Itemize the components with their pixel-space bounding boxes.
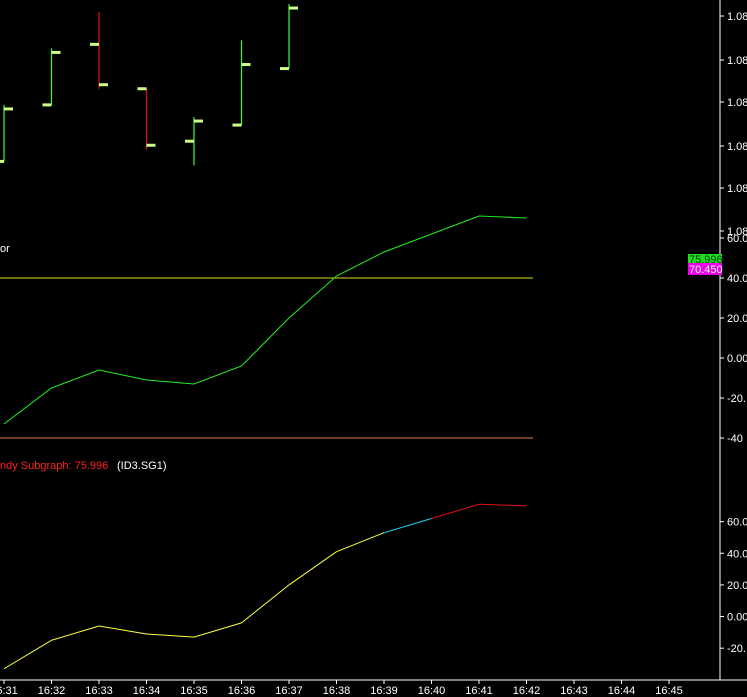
- price-axis-label: 1.08: [727, 141, 747, 153]
- subgraph-pane: [3, 503, 527, 670]
- time-axis-label: 16:44: [608, 685, 636, 697]
- subgraph-series-segment: [336, 532, 385, 553]
- oscillator-axis-label: 60.0: [727, 233, 747, 245]
- time-axis-label: 16:39: [370, 685, 398, 697]
- price-axis-label: 1.08: [727, 97, 747, 109]
- time-axis-label: 16:43: [560, 685, 588, 697]
- subgraph-id-label: (ID3.SG1): [117, 460, 167, 472]
- subgraph-series-segment: [3, 639, 52, 670]
- subgraph-axis-label: 40.0: [727, 548, 747, 560]
- price-axis-label: 1.08: [727, 55, 747, 67]
- time-axis-label: 16:32: [38, 685, 66, 697]
- oscillator-axis-label: 40.0: [727, 273, 747, 285]
- subgraph-series-segment: [51, 625, 100, 641]
- oscillator-title: or: [0, 243, 10, 255]
- time-axis-label: 16:40: [418, 685, 446, 697]
- time-axis-label: 16:41: [465, 685, 493, 697]
- subgraph-series-segment: [98, 625, 147, 635]
- value-badge-magenta: [688, 263, 722, 275]
- price-axis-label: 1.08: [727, 226, 747, 238]
- oscillator-pane: [0, 215, 533, 439]
- subgraph-series-segment: [431, 503, 480, 519]
- time-axis-label: 16:45: [655, 685, 683, 697]
- time-axis-label: 16:31: [0, 685, 18, 697]
- time-axis-label: 16:34: [133, 685, 161, 697]
- price-pane: [0, 4, 298, 166]
- time-axis-label: 16:37: [275, 685, 303, 697]
- subgraph-series-segment: [193, 622, 242, 638]
- time-axis-label: 16:35: [180, 685, 208, 697]
- subgraph-axis-label: 20.0: [727, 580, 747, 592]
- time-axis-label: 16:38: [323, 685, 351, 697]
- value-badge-green: [688, 254, 722, 264]
- subgraph-series-segment: [146, 633, 195, 638]
- subgraph-series-segment: [241, 584, 290, 624]
- oscillator-axis-label: -20.: [727, 393, 746, 405]
- subgraph-title: ndy Subgraph: 75.996: [0, 460, 108, 472]
- subgraph-axis-label: -20.: [727, 643, 746, 655]
- oscillator-series-line: [3, 215, 527, 425]
- price-axis-label: 1.08: [727, 183, 747, 195]
- subgraph-axis-label: 0.00: [727, 612, 747, 624]
- time-axis-label: 16:33: [85, 685, 113, 697]
- time-axis-label: 16:42: [513, 685, 541, 697]
- value-badge-magenta-text: 70.450: [689, 264, 723, 276]
- time-axis-label: 16:36: [228, 685, 256, 697]
- subgraph-series-segment: [383, 517, 432, 534]
- axes: 1.081.081.081.081.081.0860.040.020.00.00…: [0, 11, 747, 697]
- subgraph-series-segment: [288, 551, 337, 586]
- subgraph-axis-label: 60.0: [727, 517, 747, 529]
- oscillator-axis-label: -40: [727, 433, 743, 445]
- price-axis-label: 1.08: [727, 11, 747, 23]
- oscillator-axis-label: 0.00: [727, 353, 747, 365]
- subgraph-series-segment: [478, 503, 527, 507]
- oscillator-axis-label: 20.0: [727, 313, 747, 325]
